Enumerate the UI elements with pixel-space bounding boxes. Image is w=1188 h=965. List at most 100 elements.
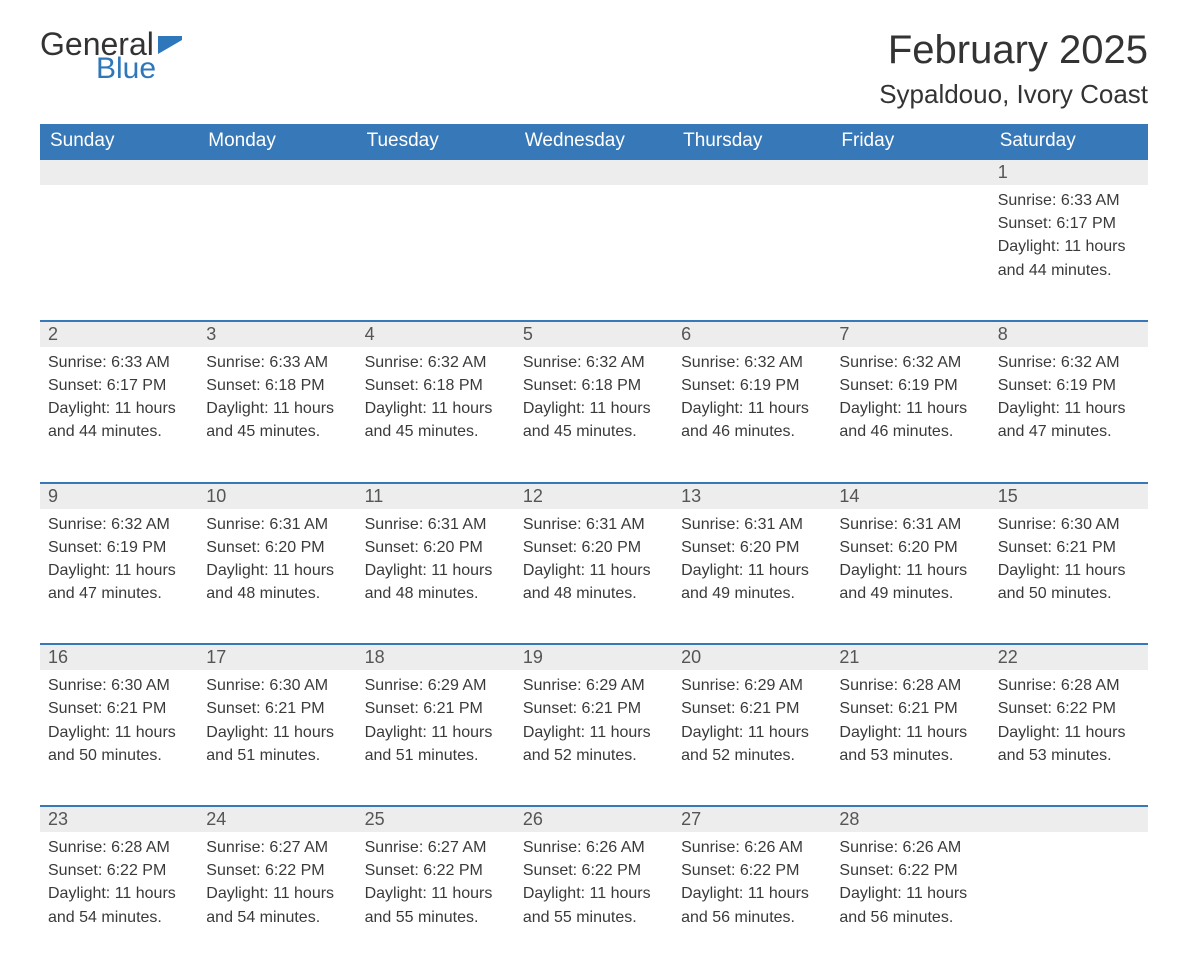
week-daynum-row: 1 — [40, 159, 1148, 185]
day-detail-cell: Sunrise: 6:29 AMSunset: 6:21 PMDaylight:… — [673, 670, 831, 806]
day-number-cell — [831, 159, 989, 185]
sunrise-line: Sunrise: 6:29 AM — [681, 674, 823, 697]
sunset-line: Sunset: 6:19 PM — [48, 536, 190, 559]
day-number-cell — [40, 159, 198, 185]
week-detail-row: Sunrise: 6:33 AMSunset: 6:17 PMDaylight:… — [40, 347, 1148, 483]
day-detail-cell: Sunrise: 6:32 AMSunset: 6:18 PMDaylight:… — [515, 347, 673, 483]
sunset-line: Sunset: 6:21 PM — [48, 697, 190, 720]
sunset-line: Sunset: 6:22 PM — [839, 859, 981, 882]
daylight-line: Daylight: 11 hours and 45 minutes. — [206, 397, 348, 443]
sunset-line: Sunset: 6:21 PM — [839, 697, 981, 720]
calendar-table: SundayMondayTuesdayWednesdayThursdayFrid… — [40, 124, 1148, 937]
title-block: February 2025 Sypaldouo, Ivory Coast — [879, 28, 1148, 110]
daylight-line: Daylight: 11 hours and 45 minutes. — [523, 397, 665, 443]
sunrise-line: Sunrise: 6:29 AM — [365, 674, 507, 697]
day-detail-cell: Sunrise: 6:27 AMSunset: 6:22 PMDaylight:… — [198, 832, 356, 937]
day-number-cell: 4 — [357, 321, 515, 347]
daylight-line: Daylight: 11 hours and 54 minutes. — [48, 882, 190, 928]
page-header: General Blue February 2025 Sypaldouo, Iv… — [40, 28, 1148, 110]
day-number-cell: 11 — [357, 483, 515, 509]
day-detail-cell: Sunrise: 6:32 AMSunset: 6:19 PMDaylight:… — [40, 509, 198, 645]
daylight-line: Daylight: 11 hours and 48 minutes. — [365, 559, 507, 605]
day-number-cell: 26 — [515, 806, 673, 832]
weekday-header: Tuesday — [357, 124, 515, 159]
day-detail-cell: Sunrise: 6:26 AMSunset: 6:22 PMDaylight:… — [831, 832, 989, 937]
sunset-line: Sunset: 6:19 PM — [681, 374, 823, 397]
day-detail-cell: Sunrise: 6:26 AMSunset: 6:22 PMDaylight:… — [515, 832, 673, 937]
weekday-header: Thursday — [673, 124, 831, 159]
sunset-line: Sunset: 6:20 PM — [365, 536, 507, 559]
month-year-title: February 2025 — [879, 28, 1148, 73]
day-number-cell: 13 — [673, 483, 831, 509]
day-number-cell: 25 — [357, 806, 515, 832]
daylight-line: Daylight: 11 hours and 54 minutes. — [206, 882, 348, 928]
sunset-line: Sunset: 6:17 PM — [48, 374, 190, 397]
daylight-line: Daylight: 11 hours and 55 minutes. — [365, 882, 507, 928]
day-detail-cell: Sunrise: 6:32 AMSunset: 6:19 PMDaylight:… — [990, 347, 1148, 483]
day-number-cell: 19 — [515, 644, 673, 670]
weekday-header: Sunday — [40, 124, 198, 159]
weekday-header: Saturday — [990, 124, 1148, 159]
daylight-line: Daylight: 11 hours and 48 minutes. — [523, 559, 665, 605]
sunset-line: Sunset: 6:21 PM — [365, 697, 507, 720]
week-daynum-row: 2345678 — [40, 321, 1148, 347]
day-detail-cell: Sunrise: 6:30 AMSunset: 6:21 PMDaylight:… — [198, 670, 356, 806]
day-number-cell: 17 — [198, 644, 356, 670]
brand-logo: General Blue — [40, 28, 182, 84]
daylight-line: Daylight: 11 hours and 51 minutes. — [365, 721, 507, 767]
day-detail-cell: Sunrise: 6:32 AMSunset: 6:19 PMDaylight:… — [831, 347, 989, 483]
sunrise-line: Sunrise: 6:30 AM — [998, 513, 1140, 536]
sunset-line: Sunset: 6:17 PM — [998, 212, 1140, 235]
day-detail-cell: Sunrise: 6:28 AMSunset: 6:22 PMDaylight:… — [990, 670, 1148, 806]
sunset-line: Sunset: 6:20 PM — [523, 536, 665, 559]
daylight-line: Daylight: 11 hours and 47 minutes. — [48, 559, 190, 605]
day-detail-cell: Sunrise: 6:33 AMSunset: 6:18 PMDaylight:… — [198, 347, 356, 483]
sunset-line: Sunset: 6:18 PM — [206, 374, 348, 397]
day-detail-cell: Sunrise: 6:33 AMSunset: 6:17 PMDaylight:… — [990, 185, 1148, 321]
daylight-line: Daylight: 11 hours and 51 minutes. — [206, 721, 348, 767]
day-detail-cell: Sunrise: 6:33 AMSunset: 6:17 PMDaylight:… — [40, 347, 198, 483]
day-number-cell: 28 — [831, 806, 989, 832]
day-number-cell: 16 — [40, 644, 198, 670]
sunset-line: Sunset: 6:21 PM — [998, 536, 1140, 559]
day-number-cell — [990, 806, 1148, 832]
sunrise-line: Sunrise: 6:28 AM — [998, 674, 1140, 697]
day-number-cell — [198, 159, 356, 185]
day-detail-cell — [831, 185, 989, 321]
day-number-cell: 3 — [198, 321, 356, 347]
daylight-line: Daylight: 11 hours and 47 minutes. — [998, 397, 1140, 443]
day-number-cell: 2 — [40, 321, 198, 347]
daylight-line: Daylight: 11 hours and 52 minutes. — [523, 721, 665, 767]
day-number-cell: 21 — [831, 644, 989, 670]
sunrise-line: Sunrise: 6:33 AM — [206, 351, 348, 374]
sunrise-line: Sunrise: 6:32 AM — [998, 351, 1140, 374]
daylight-line: Daylight: 11 hours and 45 minutes. — [365, 397, 507, 443]
day-number-cell: 18 — [357, 644, 515, 670]
day-number-cell — [357, 159, 515, 185]
sunrise-line: Sunrise: 6:32 AM — [365, 351, 507, 374]
daylight-line: Daylight: 11 hours and 50 minutes. — [998, 559, 1140, 605]
sunset-line: Sunset: 6:18 PM — [523, 374, 665, 397]
daylight-line: Daylight: 11 hours and 44 minutes. — [48, 397, 190, 443]
sunrise-line: Sunrise: 6:32 AM — [681, 351, 823, 374]
sunset-line: Sunset: 6:21 PM — [523, 697, 665, 720]
daylight-line: Daylight: 11 hours and 49 minutes. — [681, 559, 823, 605]
sunrise-line: Sunrise: 6:32 AM — [839, 351, 981, 374]
day-detail-cell: Sunrise: 6:31 AMSunset: 6:20 PMDaylight:… — [357, 509, 515, 645]
day-number-cell: 5 — [515, 321, 673, 347]
day-detail-cell — [990, 832, 1148, 937]
week-detail-row: Sunrise: 6:28 AMSunset: 6:22 PMDaylight:… — [40, 832, 1148, 937]
sunset-line: Sunset: 6:19 PM — [839, 374, 981, 397]
sunrise-line: Sunrise: 6:31 AM — [523, 513, 665, 536]
daylight-line: Daylight: 11 hours and 44 minutes. — [998, 235, 1140, 281]
day-number-cell: 20 — [673, 644, 831, 670]
sunrise-line: Sunrise: 6:26 AM — [523, 836, 665, 859]
sunrise-line: Sunrise: 6:32 AM — [523, 351, 665, 374]
sunset-line: Sunset: 6:22 PM — [48, 859, 190, 882]
day-detail-cell: Sunrise: 6:31 AMSunset: 6:20 PMDaylight:… — [831, 509, 989, 645]
sunrise-line: Sunrise: 6:28 AM — [839, 674, 981, 697]
day-number-cell: 6 — [673, 321, 831, 347]
weekday-header-row: SundayMondayTuesdayWednesdayThursdayFrid… — [40, 124, 1148, 159]
day-number-cell — [515, 159, 673, 185]
sunrise-line: Sunrise: 6:26 AM — [839, 836, 981, 859]
